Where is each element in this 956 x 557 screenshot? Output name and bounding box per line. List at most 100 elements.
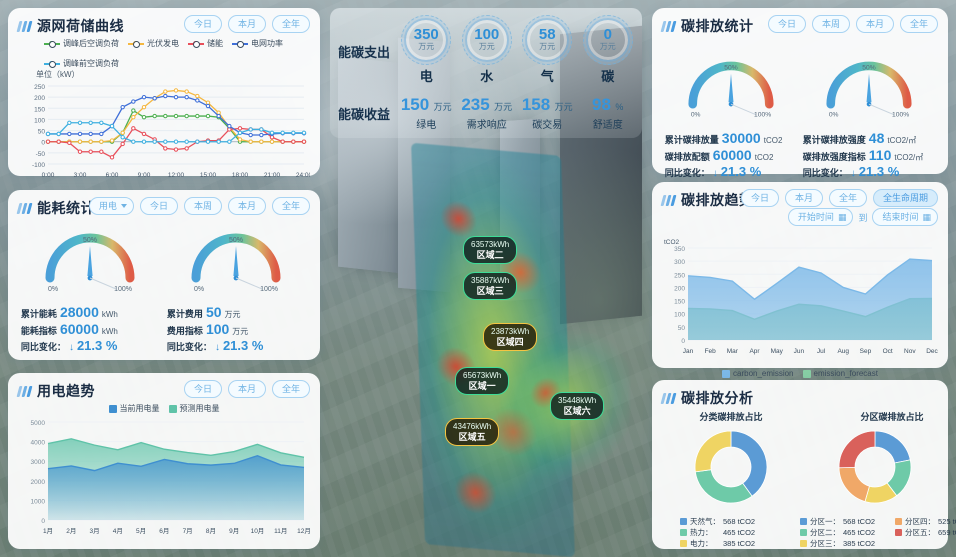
down-arrow-icon: ↓ (712, 168, 718, 179)
energy-btn-year[interactable]: 全年 (271, 197, 310, 215)
electricity-trend-chart: 5000 4000 3000 2000 1000 0 1月 2月 3月 4月 5月 6月 7月 8月 9月 1… (31, 420, 311, 535)
expense-ring-carbon: 0 万元 (582, 14, 633, 65)
energy-type-value: 用电 (98, 201, 117, 211)
svg-text:100: 100 (34, 117, 45, 124)
donut-legend-item[interactable]: 热力： 465 tCO2 (680, 527, 800, 538)
income-metric-comfort: 98 % 舒适度 (578, 95, 639, 131)
trend-btn-month[interactable]: 本月 (227, 380, 266, 398)
carbon-btn-year[interactable]: 全年 (899, 15, 938, 33)
donut-legend-value: 385 tCO2 (723, 539, 756, 548)
trend-btn-today[interactable]: 今日 (183, 380, 222, 398)
svg-text:1月: 1月 (43, 527, 53, 535)
energy-type-select[interactable]: 用电 (88, 197, 134, 215)
income-unit-carbon-trading: 万元 (554, 102, 573, 112)
heatmap-label-区域四[interactable]: 23873kWh 区域四 (483, 323, 538, 351)
energy-btn-week[interactable]: 本周 (183, 197, 222, 215)
svg-text:9月: 9月 (229, 527, 239, 535)
curve-btn-month[interactable]: 本月 (227, 15, 266, 33)
svg-text:200: 200 (34, 95, 45, 102)
curve-btn-year[interactable]: 全年 (271, 15, 310, 33)
carbon-range-buttons: 今日 本周 本月 全年 (767, 15, 938, 33)
svg-text:50: 50 (678, 325, 686, 332)
energy-btn-today[interactable]: 今日 (139, 197, 178, 215)
income-name-carbon-trading: 碳交易 (532, 120, 563, 131)
carbon-trend-btn-lifecycle[interactable]: 全生命周期 (872, 189, 938, 207)
end-date-placeholder: 结束时间 (882, 212, 919, 222)
heatmap-label-区域五[interactable]: 43476kWh 区域五 (445, 418, 500, 446)
legend-item[interactable]: 调峰后空调负荷 (44, 38, 119, 49)
carbon-stat-unit: tCO2/㎡ (887, 136, 917, 145)
curve-legend: 调峰后空调负荷 光伏发电 储能 电网功率调峰前空调负荷 (18, 36, 310, 69)
donut-legend-item[interactable]: 分区一： 568 tCO2 (800, 516, 889, 527)
donut-legend-item[interactable]: 分区二： 465 tCO2 (800, 527, 889, 538)
donut-legend-item[interactable]: 天然气： 568 tCO2 (680, 516, 800, 527)
carbon-btn-today[interactable]: 今日 (767, 15, 806, 33)
carbon-btn-week[interactable]: 本周 (811, 15, 850, 33)
svg-text:Aug: Aug (837, 348, 849, 355)
curve-btn-today[interactable]: 今日 (183, 15, 222, 33)
legend-swatch-icon (722, 369, 731, 378)
donut-legend-item[interactable]: 分区三： 385 tCO2 (800, 538, 889, 549)
heatmap-label-value: 35887kWh (471, 276, 510, 285)
legend-item[interactable]: 光伏发电 (128, 38, 179, 49)
title-bars-icon (16, 202, 33, 214)
legend-item[interactable]: carbon_emission (722, 369, 794, 378)
expense-label: 能碳支出 (338, 44, 391, 60)
heatmap-label-区域二[interactable]: 63573kWh 区域二 (463, 236, 518, 264)
donut-legend-label: 分区五： (905, 528, 935, 537)
svg-text:15:00: 15:00 (200, 172, 217, 179)
energy-stat-label: 能耗指标 (20, 326, 57, 336)
carbon-stat-label: 累计碳排放量 (664, 135, 719, 145)
carbon-trend-btn-year[interactable]: 全年 (828, 189, 867, 207)
svg-text:150: 150 (674, 299, 685, 306)
expense-ring-gas: 58 万元 (522, 14, 573, 65)
legend-item[interactable]: 预测用电量 (168, 403, 220, 414)
carbon-btn-month[interactable]: 本月 (855, 15, 894, 33)
svg-text:21:00: 21:00 (264, 172, 281, 179)
panel-energy-statistics: 能耗统计 用电 今日 本周 本月 全年 50% 0% 100% 累计能耗 28000… (8, 190, 320, 360)
end-date-input[interactable]: 结束时间 ▦ (872, 208, 938, 226)
legend-marker-icon (232, 40, 248, 48)
svg-text:0%: 0% (829, 112, 839, 119)
carbon-stat-row: 碳排放强度指标 110 tCO2/㎡ (803, 147, 935, 163)
donut-legend-value: 525 tCO2 (938, 517, 956, 526)
heatmap-label-区域六[interactable]: 35448kWh 区域六 (550, 392, 605, 420)
donut-title-zone: 分区碳排放占比 (860, 412, 924, 422)
carbon-trend-range-buttons: 今日 本月 全年 全生命周期 (740, 189, 938, 207)
svg-text:300: 300 (674, 259, 685, 266)
energy-btn-month[interactable]: 本月 (227, 197, 266, 215)
donut-chart-zone (838, 430, 912, 504)
down-arrow-icon: ↓ (68, 342, 74, 353)
donut-legend-item[interactable]: 分区四：525 tCO2 (895, 516, 956, 527)
expense-value-gas: 58 (538, 26, 556, 43)
panel-header: 源网荷储曲线 今日 本月 全年 (16, 15, 310, 36)
panel-source-grid-load-storage: 源网荷储曲线 今日 本月 全年 调峰后空调负荷 光伏发电 储能 电网功率调峰前空调负荷… (8, 8, 320, 179)
carbon-stat-row: 累计碳排放量 30000 tCO2 (665, 130, 797, 146)
legend-item[interactable]: emission_forecast (802, 369, 878, 378)
donut-legend-item[interactable]: 分区五：659 tCO2 (895, 527, 956, 538)
expense-metric-gas: 58 万元 气 (517, 14, 578, 85)
heatmap-label-区域一[interactable]: 65673kWh 区域一 (455, 367, 510, 395)
donut-legend-item[interactable]: 电力： 385 tCO2 (680, 538, 800, 549)
carbon-trend-btn-today[interactable]: 今日 (740, 189, 779, 207)
donut-legend-label: 电力： (690, 539, 713, 548)
start-date-input[interactable]: 开始时间 ▦ (787, 208, 854, 226)
page-title-curve: 源网荷储曲线 (37, 18, 124, 34)
income-unit-green-power: 万元 (433, 102, 452, 112)
svg-text:50: 50 (38, 129, 46, 136)
svg-text:7月: 7月 (183, 527, 193, 535)
page-title-carbon-analysis: 碳排放分析 (681, 390, 754, 406)
legend-item[interactable]: 储能 (188, 38, 223, 49)
energy-stat-unit: kWh (101, 310, 118, 319)
legend-item[interactable]: 调峰前空调负荷 (44, 58, 119, 69)
trend-btn-year[interactable]: 全年 (271, 380, 310, 398)
donut-legend-column: 分区四：525 tCO2分区五：659 tCO2 (895, 516, 956, 549)
heatmap-label-区域三[interactable]: 35887kWh 区域三 (463, 272, 518, 300)
legend-item[interactable]: 当前用电量 (108, 403, 160, 414)
carbon-trend-btn-month[interactable]: 本月 (784, 189, 823, 207)
svg-text:4000: 4000 (31, 440, 46, 447)
legend-item[interactable]: 电网功率 (232, 38, 283, 49)
svg-text:3:00: 3:00 (74, 172, 87, 179)
energy-stat-unit: 万元 (232, 327, 249, 336)
svg-text:Oct: Oct (883, 348, 893, 355)
